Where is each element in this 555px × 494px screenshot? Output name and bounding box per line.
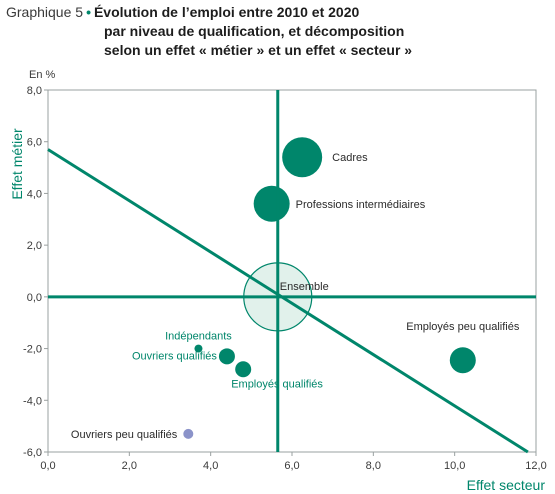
y-tick-label: 8,0 (27, 85, 42, 97)
bubble-point (194, 344, 203, 353)
y-tick-label: 0,0 (27, 292, 42, 304)
bubble-point (449, 347, 476, 374)
bubble-label: Cadres (332, 152, 368, 164)
chart-title-line-1: Évolution de l’emploi entre 2010 et 2020 (93, 4, 360, 20)
x-tick-label: 8,0 (366, 460, 381, 472)
bubble-point (218, 348, 235, 365)
bubble-point (282, 137, 323, 178)
y-axis-title: Effet métier (9, 128, 25, 200)
y-tick-label: 2,0 (27, 240, 42, 252)
y-tick-label: -4,0 (23, 395, 42, 407)
x-tick-labels: 0,0 2,0 4,0 6,0 8,0 10,0 12,0 (40, 452, 547, 472)
x-tick-label: 2,0 (122, 460, 137, 472)
chart-title-line-2: par niveau de qualification, et décompos… (104, 23, 405, 39)
x-tick-label: 4,0 (203, 460, 218, 472)
x-tick-label: 0,0 (40, 460, 55, 472)
bubble-label: Employés peu qualifiés (406, 321, 520, 333)
bubble-label: Employés qualifiés (231, 378, 323, 390)
bubble-label: Ouvriers qualifiés (132, 350, 217, 362)
chart-header: Graphique 5 • Évolution de l’emploi entre … (6, 3, 551, 60)
y-tick-label: 4,0 (27, 188, 42, 200)
bubble-label: Indépendants (165, 331, 232, 343)
y-tick-label: -2,0 (23, 344, 42, 356)
y-tick-label: -6,0 (23, 447, 42, 459)
bubble-label: Professions intermédiaires (296, 199, 426, 211)
bullet-icon: • (86, 4, 91, 20)
x-tick-label: 6,0 (284, 460, 299, 472)
bubbles (183, 137, 476, 439)
reference-lines (47, 90, 536, 454)
chart-title-line-3: selon un effet « métier » et un effet « … (104, 42, 413, 58)
bubble-point (253, 185, 290, 222)
x-tick-label: 12,0 (525, 460, 546, 472)
y-tick-labels: -6,0 -4,0 -2,0 0,0 2,0 4,0 6,0 8,0 (23, 85, 48, 459)
bubble-label: Ouvriers peu qualifiés (71, 429, 178, 441)
figure-number: Graphique 5 (6, 4, 84, 20)
unit-label: En % (29, 69, 56, 81)
x-tick-label: 10,0 (444, 460, 465, 472)
bubble-point (235, 361, 252, 378)
bubble-label: Ensemble (280, 281, 329, 293)
trend-line (47, 148, 529, 454)
bubble-point (183, 428, 194, 439)
x-axis-title: Effet secteur (467, 477, 546, 493)
bubble-labels: Cadres Professions intermédiaires Ensemble… (71, 152, 520, 441)
y-tick-label: 6,0 (27, 137, 42, 149)
